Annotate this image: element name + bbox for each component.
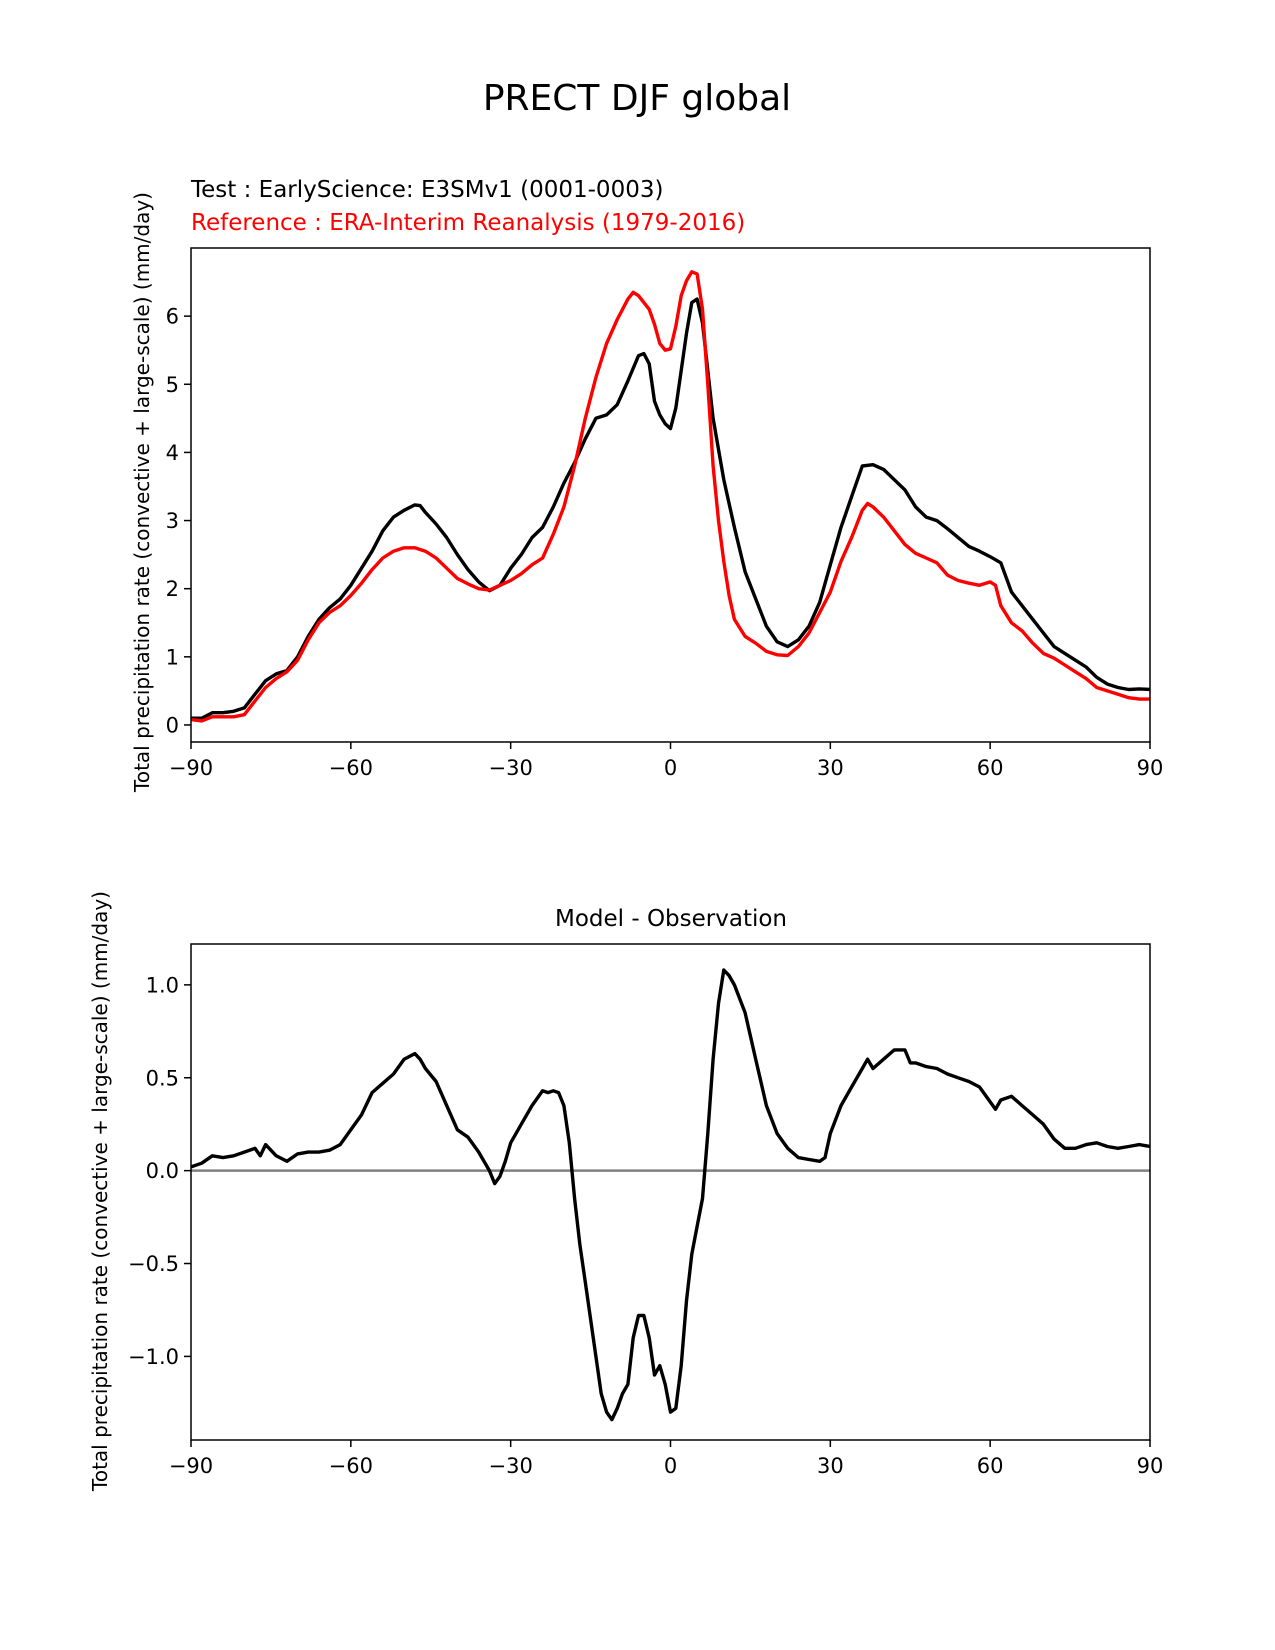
series-line-reference <box>191 270 1150 723</box>
y-tick-label: 1.0 <box>146 973 179 997</box>
y-tick-label: −0.5 <box>128 1252 179 1276</box>
y-tick-label: 0.5 <box>146 1066 179 1090</box>
x-tick-label: −30 <box>489 756 533 780</box>
x-tick-label: −90 <box>169 756 213 780</box>
x-tick-label: −60 <box>329 756 373 780</box>
y-tick-label: 3 <box>166 509 179 533</box>
x-tick-label: 0 <box>664 756 677 780</box>
series-line-model-observation <box>191 968 1150 1422</box>
y-tick-label: 1 <box>166 645 179 669</box>
y-tick-label: 0 <box>166 713 179 737</box>
y-tick-label: 6 <box>166 305 179 329</box>
x-tick-label: −30 <box>489 1454 533 1478</box>
x-tick-label: 60 <box>977 1454 1004 1478</box>
top-ylabel: Total precipitation rate (convective + l… <box>130 192 154 793</box>
series-line-test <box>191 297 1150 720</box>
x-tick-label: 30 <box>817 756 844 780</box>
top-chart: −90 −60 −30 0 30 60 90 0 1 2 3 4 5 6 <box>166 247 1164 780</box>
y-tick-label: −1.0 <box>128 1345 179 1369</box>
diff-title: Model - Observation <box>555 906 787 932</box>
y-tick-label: 2 <box>166 577 179 601</box>
x-tick-label: 90 <box>1137 1454 1164 1478</box>
x-tick-label: 90 <box>1137 756 1164 780</box>
bottom-ylabel: Total precipitation rate (convective + l… <box>88 891 112 1492</box>
y-tick-label: 0.0 <box>146 1159 179 1183</box>
test-title: Test : EarlyScience: E3SMv1 (0001-0003) <box>190 177 663 203</box>
figure-title: PRECT DJF global <box>483 78 791 119</box>
y-tick-label: 5 <box>166 373 179 397</box>
axes-frame <box>190 943 1151 1441</box>
x-tick-label: −60 <box>329 1454 373 1478</box>
axes-frame <box>190 247 1151 743</box>
x-tick-label: 0 <box>664 1454 677 1478</box>
x-tick-label: −90 <box>169 1454 213 1478</box>
reference-title: Reference : ERA-Interim Reanalysis (1979… <box>191 210 745 236</box>
y-tick-label: 4 <box>166 441 179 465</box>
x-tick-label: 30 <box>817 1454 844 1478</box>
x-tick-label: 60 <box>977 756 1004 780</box>
difference-chart: −90 −60 −30 0 30 60 90 −1.0 −0.5 0.0 0.5 1.0 <box>128 943 1164 1478</box>
